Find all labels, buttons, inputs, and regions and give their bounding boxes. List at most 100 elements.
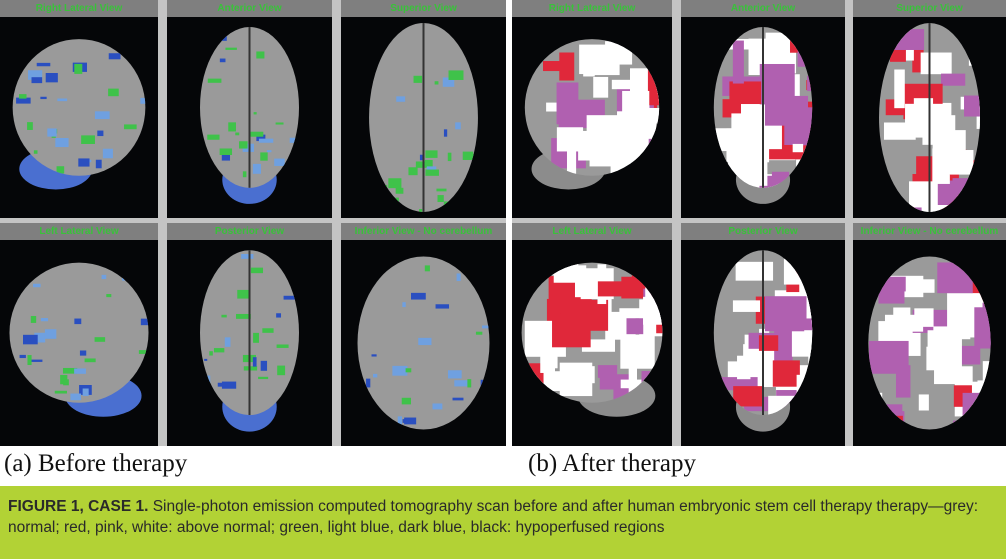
perfusion-region [242,171,247,178]
perfusion-region [258,138,274,143]
perfusion-region [977,380,991,392]
perfusion-region [475,331,483,335]
perfusion-region [442,77,455,87]
perfusion-region [655,66,660,84]
perfusion-region [95,159,102,169]
perfusion-region [796,374,813,416]
perfusion-region [806,391,813,416]
perfusion-region [213,348,225,353]
perfusion-region [45,73,58,83]
perfusion-region [383,184,388,190]
perfusion-region [772,360,800,387]
scan-panel: Anterior View [167,0,332,218]
perfusion-region [396,96,406,102]
perfusion-region [881,276,906,292]
perfusion-region [636,155,654,176]
perfusion-region [435,304,450,309]
perfusion-region [593,76,609,98]
perfusion-region [415,161,427,168]
perfusion-region [567,297,581,311]
perfusion-region [55,137,69,148]
perfusion-region [366,378,371,388]
perfusion-region [584,56,620,76]
brain-scan-image [713,27,813,204]
perfusion-region [474,269,484,272]
perfusion-region [27,39,32,42]
perfusion-region [30,359,43,362]
perfusion-region [237,289,251,299]
perfusion-region [371,354,377,357]
perfusion-region [262,328,274,333]
brain-scan-image [868,256,991,430]
perfusion-region [656,321,663,334]
perfusion-region [131,163,137,168]
perfusion-region [27,355,32,366]
perfusion-region [979,38,980,77]
perfusion-region [718,257,730,268]
perfusion-region [480,379,490,390]
before-therapy-label: (a) Before therapy [4,450,188,477]
brain-scan-image [12,39,146,190]
view-label: Anterior View [681,0,845,17]
perfusion-region [361,280,366,284]
perfusion-region [250,267,264,274]
perfusion-region [974,307,991,349]
perfusion-region [413,75,423,83]
perfusion-region [764,95,809,126]
perfusion-region [559,52,575,81]
perfusion-region [609,137,649,164]
perfusion-region [221,153,231,161]
perfusion-region [640,107,660,124]
perfusion-region [63,379,69,386]
perfusion-region [242,143,255,152]
perfusion-region [44,329,57,339]
perfusion-region [219,58,226,63]
perfusion-region [726,130,758,162]
perfusion-region [31,77,43,84]
perfusion-region [807,75,813,92]
perfusion-region [472,412,484,422]
perfusion-region [733,386,764,407]
brain-scan-image [200,250,299,432]
perfusion-region [540,331,555,373]
perfusion-region [434,81,439,85]
perfusion-region [74,63,83,74]
perfusion-region [260,360,268,371]
perfusion-region [140,97,146,104]
perfusion-region [392,365,408,376]
perfusion-region [732,300,761,312]
perfusion-region [82,388,89,397]
perfusion-region [289,404,299,411]
perfusion-region [918,394,929,411]
perfusion-region [620,334,655,369]
perfusion-region [203,392,215,397]
perfusion-region [84,358,96,363]
perfusion-region [467,379,472,388]
perfusion-region [788,37,803,53]
perfusion-region [424,159,433,168]
perfusion-region [452,397,464,401]
perfusion-region [586,299,609,331]
perfusion-region [448,370,462,379]
perfusion-region [102,148,113,159]
view-label: Left Lateral View [512,223,672,240]
perfusion-region [552,313,591,348]
perfusion-region [886,29,925,50]
perfusion-region [74,368,86,374]
view-label: Right Lateral View [0,0,158,17]
perfusion-region [662,364,663,384]
perfusion-region [40,96,47,100]
view-label: Superior View [853,0,1006,17]
scan-panel: Superior View [853,0,1006,218]
perfusion-region [122,274,137,281]
perfusion-region [411,292,426,300]
perfusion-region [277,365,286,376]
scan-panel: Right Lateral View [0,0,158,218]
perfusion-region [62,367,78,374]
perfusion-region [30,315,37,323]
figure-caption: FIGURE 1, CASE 1. Single-photon emission… [0,486,1006,559]
perfusion-region [47,128,57,137]
scan-panel: Posterior View [167,223,332,446]
perfusion-region [200,375,211,386]
perfusion-region [546,102,567,112]
